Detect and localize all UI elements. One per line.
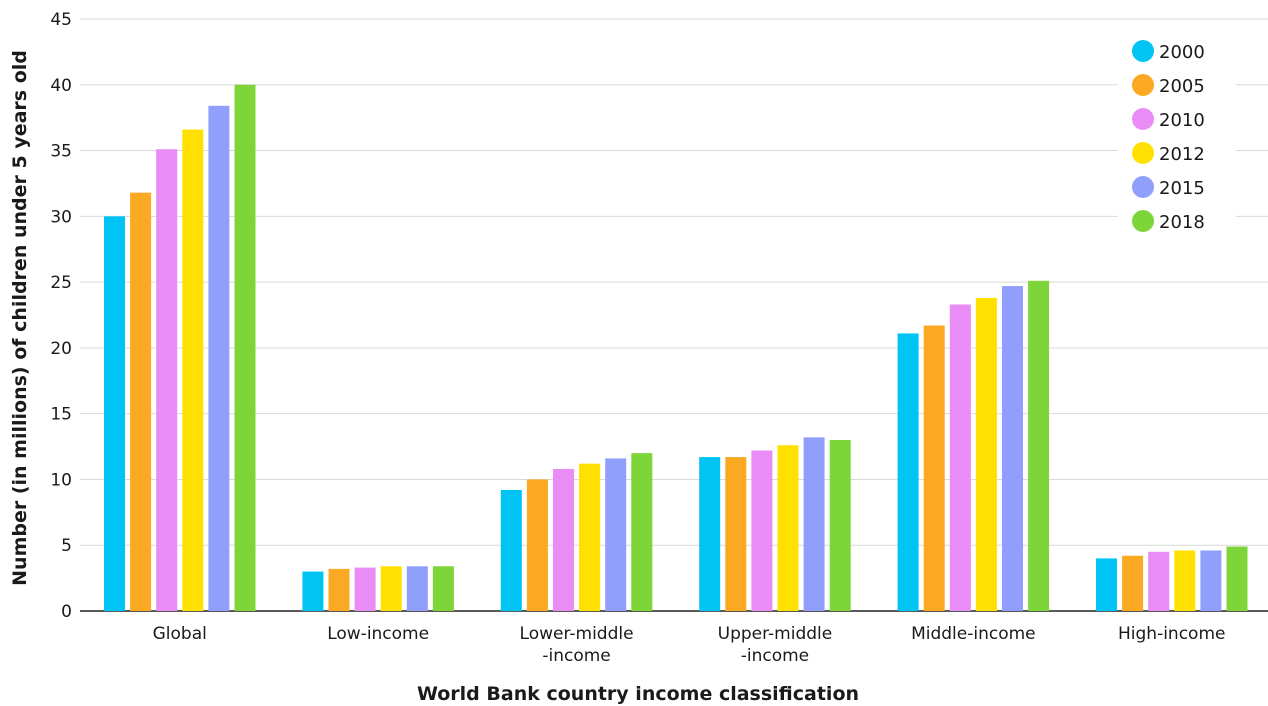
- y-tick-label: 0: [61, 602, 72, 622]
- bar-2005-1: [328, 568, 350, 611]
- y-tick-label: 5: [61, 536, 72, 556]
- bar-2000-3: [699, 457, 721, 611]
- bar-2000-4: [897, 333, 919, 611]
- bar-2005-0: [130, 192, 152, 612]
- bar-2018-1: [432, 566, 454, 611]
- x-category-label: Low-income: [327, 624, 429, 644]
- legend-label: 2010: [1159, 110, 1205, 131]
- bar-2015-2: [605, 458, 627, 611]
- legend-swatch: [1132, 40, 1154, 62]
- legend-swatch: [1132, 176, 1154, 198]
- bar-2005-3: [725, 457, 747, 611]
- bar-2005-5: [1122, 555, 1144, 611]
- bar-2012-5: [1174, 550, 1196, 611]
- x-category-label: Middle-income: [911, 624, 1036, 644]
- bar-2010-2: [553, 468, 574, 611]
- bar-2000-0: [104, 216, 125, 612]
- bar-2010-1: [354, 567, 376, 611]
- bar-2010-4: [949, 304, 971, 611]
- bar-2012-1: [380, 566, 402, 611]
- bar-2010-3: [751, 450, 773, 611]
- bar-2018-0: [234, 84, 256, 612]
- legend-swatch: [1132, 210, 1154, 232]
- bar-2015-4: [1002, 286, 1023, 611]
- bar-2005-4: [923, 325, 945, 611]
- bar-2010-0: [156, 149, 178, 612]
- legend-swatch: [1132, 108, 1154, 130]
- bar-2000-1: [302, 571, 324, 611]
- bar-2012-2: [579, 463, 601, 611]
- x-category-label: -income: [741, 646, 809, 666]
- y-tick-label: 40: [50, 76, 72, 96]
- bar-2015-1: [406, 566, 428, 611]
- x-axis-categories: Global Low-income Lower-middle-incomeUpper…: [153, 624, 1226, 666]
- bar-2000-2: [500, 489, 522, 611]
- y-tick-label: 15: [50, 405, 72, 425]
- x-category-label: Lower-middle: [520, 624, 634, 644]
- y-tick-label: 35: [50, 142, 72, 162]
- y-tick-label: 20: [50, 339, 72, 359]
- y-axis-title: Number (in millions) of children under 5…: [9, 50, 31, 586]
- legend-label: 2012: [1159, 144, 1205, 165]
- legend-label: 2018: [1159, 212, 1205, 233]
- x-category-label: -income: [542, 646, 610, 666]
- bar-2018-5: [1226, 546, 1248, 611]
- bar-2015-3: [803, 437, 825, 611]
- y-tick-label: 25: [50, 273, 72, 293]
- bar-2005-2: [526, 479, 548, 611]
- bar-2018-4: [1028, 280, 1050, 611]
- legend-label: 2000: [1159, 42, 1205, 63]
- legend-label: 2015: [1159, 178, 1205, 199]
- x-axis-title: World Bank country income classification: [417, 683, 859, 705]
- bar-2018-2: [631, 453, 653, 611]
- legend-label: 2005: [1159, 76, 1205, 97]
- bar-2010-5: [1148, 551, 1170, 611]
- legend: 2000 2005 2010 2012 2015 2018: [1118, 32, 1236, 244]
- legend-swatch: [1132, 142, 1154, 164]
- y-tick-label: 10: [50, 470, 72, 490]
- y-axis-ticks: 0 5 10 15 20 25 30 35 40 45: [50, 10, 72, 622]
- legend-swatch: [1132, 74, 1154, 96]
- bar-2015-5: [1200, 550, 1222, 611]
- bar-2012-4: [975, 297, 997, 611]
- bar-2012-3: [777, 445, 799, 611]
- bar-2000-5: [1096, 558, 1117, 611]
- bar-2018-3: [829, 439, 851, 611]
- legend-background: [1118, 32, 1236, 244]
- y-tick-label: 45: [50, 10, 72, 30]
- x-category-label: Global: [153, 624, 207, 644]
- bar-2015-0: [208, 105, 230, 612]
- gridlines: [80, 18, 1268, 612]
- bar-2012-0: [182, 129, 204, 612]
- y-tick-label: 30: [50, 207, 72, 227]
- x-category-label: High-income: [1118, 624, 1225, 644]
- x-category-label: Upper-middle: [718, 624, 833, 644]
- bars: [104, 84, 1248, 612]
